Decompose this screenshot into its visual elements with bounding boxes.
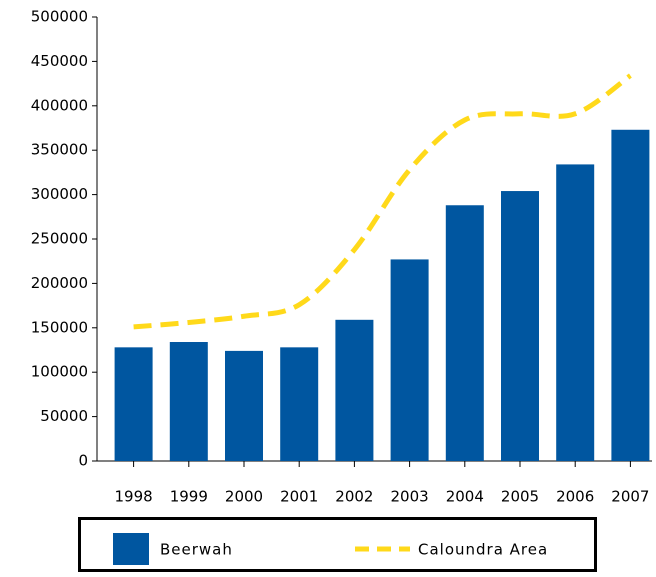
- x-tick-label: 2001: [280, 488, 318, 506]
- bar: [169, 342, 208, 461]
- y-tick-label: 450000: [31, 52, 88, 70]
- y-tick-label: 200000: [31, 274, 88, 292]
- y-tick-label: 0: [78, 452, 88, 470]
- bar: [445, 205, 484, 461]
- y-tick-label: 300000: [31, 185, 88, 203]
- y-tick-label: 250000: [31, 230, 88, 248]
- bar: [501, 191, 539, 461]
- bar: [556, 164, 595, 461]
- x-tick-label: 2006: [556, 488, 594, 506]
- y-tick-label: 500000: [31, 8, 88, 26]
- line: [133, 73, 632, 330]
- x-tick-label: 2004: [446, 488, 484, 506]
- x-tick-label: 2007: [611, 488, 649, 506]
- bar: [114, 347, 153, 461]
- legend-box: [78, 517, 597, 572]
- bar: [225, 350, 263, 461]
- y-tick-label: 150000: [31, 318, 88, 336]
- legend-swatch: [113, 533, 149, 565]
- bar: [390, 259, 429, 461]
- x-tick-label: 2005: [501, 488, 539, 506]
- x-tick-label: 1999: [170, 488, 208, 506]
- bar: [280, 347, 319, 461]
- bar: [335, 319, 374, 461]
- bar: [611, 129, 650, 461]
- x-tick-label: 1998: [115, 488, 153, 506]
- x-tick-label: 2003: [391, 488, 429, 506]
- x-tick-label: 2000: [225, 488, 263, 506]
- x-tick-label: 2002: [335, 488, 373, 506]
- y-tick-label: 400000: [31, 96, 88, 114]
- y-tick-label: 50000: [40, 407, 88, 425]
- y-tick-label: 350000: [31, 141, 88, 159]
- y-tick-label: 100000: [31, 363, 88, 381]
- legend-label: Beerwah: [160, 541, 233, 559]
- legend-label: Caloundra Area: [418, 541, 548, 559]
